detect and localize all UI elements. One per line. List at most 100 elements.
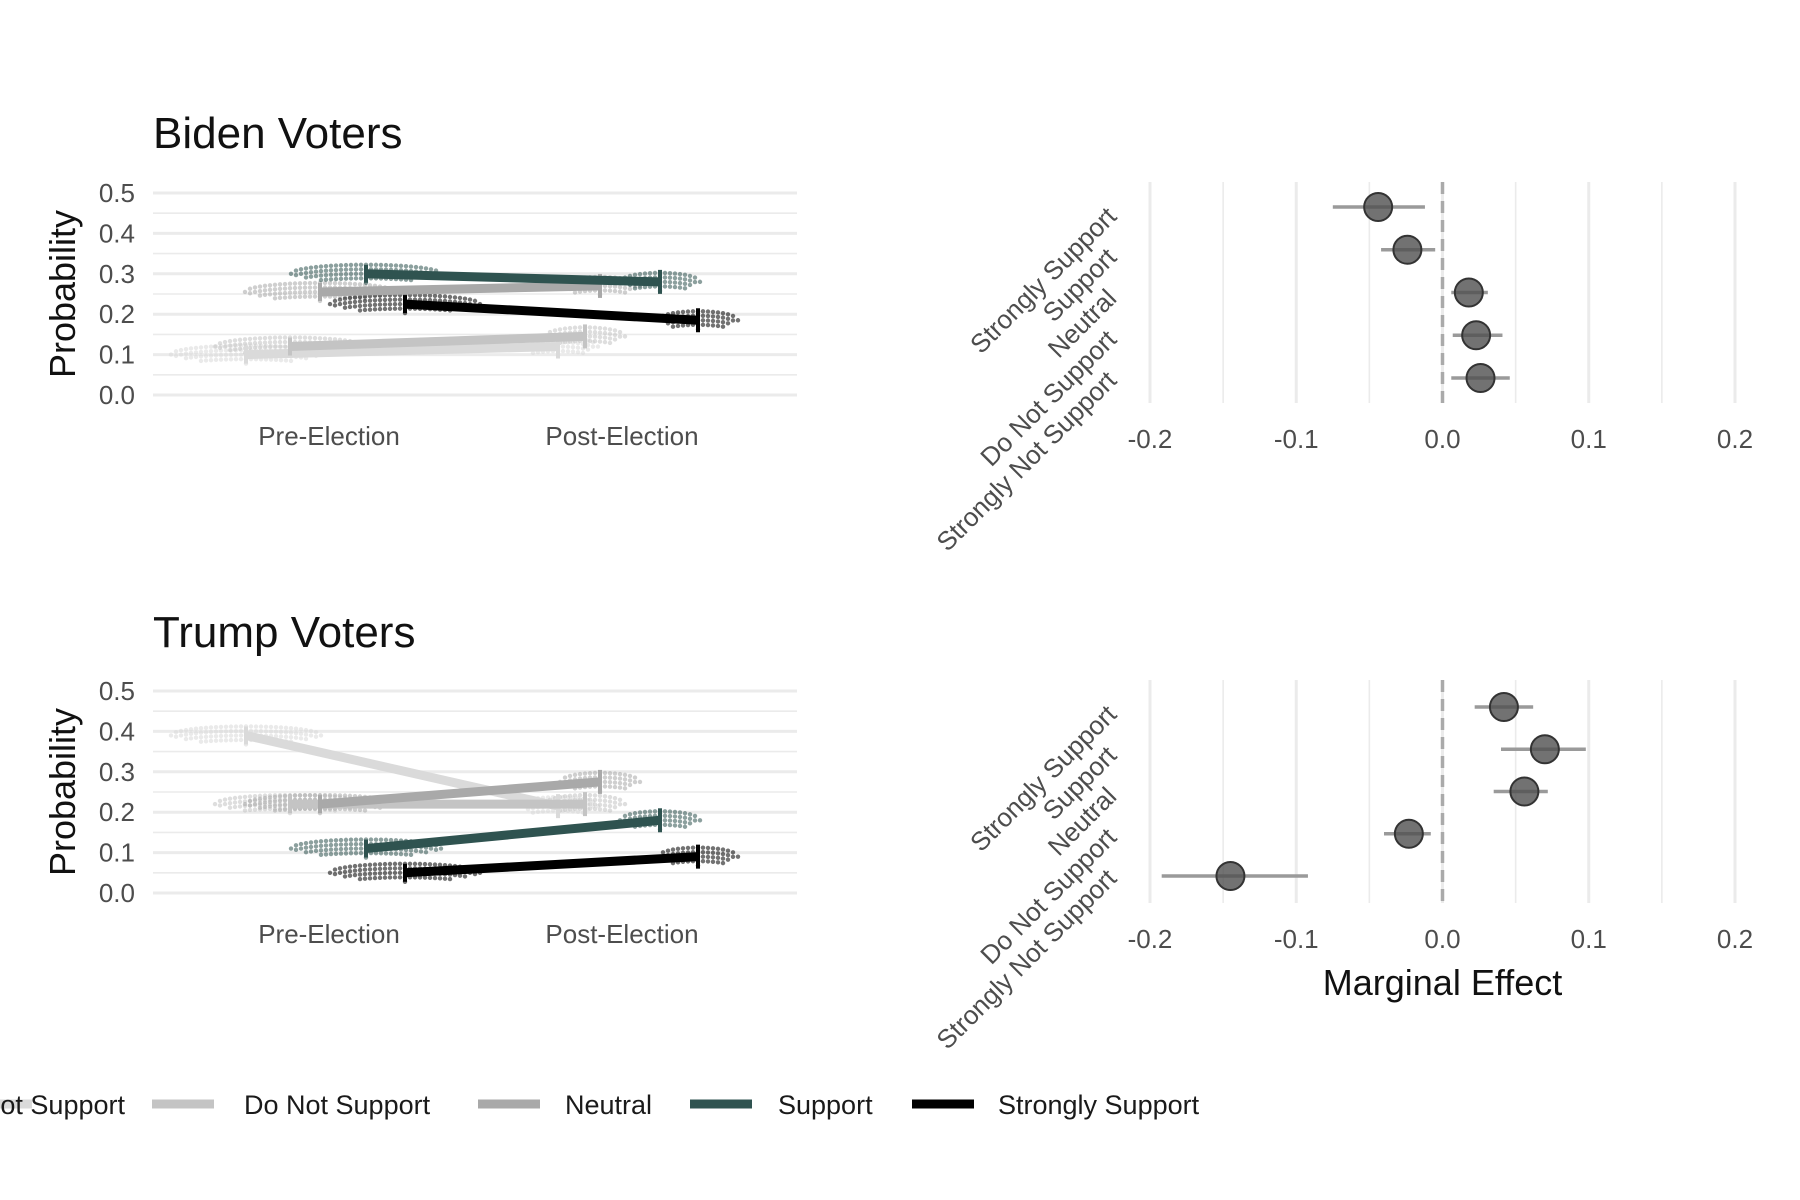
posterior-draw [367, 867, 373, 872]
posterior-draw [607, 288, 613, 293]
posterior-draw [667, 822, 673, 828]
posterior-draw [242, 794, 248, 800]
posterior-draw [725, 852, 731, 858]
posterior-draw [332, 280, 338, 286]
posterior-draw [587, 329, 593, 335]
posterior-draw [705, 309, 711, 314]
posterior-draw [223, 733, 229, 738]
posterior-draw [193, 350, 199, 355]
posterior-draw [348, 267, 354, 272]
category-label-strongly-not-support: Strongly Not Support [930, 364, 1122, 556]
posterior-draw [307, 289, 313, 295]
posterior-draw [188, 355, 194, 360]
posterior-draw [222, 797, 228, 802]
posterior-draw [242, 337, 248, 342]
posterior-draw [238, 728, 244, 734]
posterior-draw [168, 352, 174, 357]
posterior-draw [540, 809, 546, 814]
posterior-draw [213, 738, 219, 743]
posterior-draw [622, 334, 628, 339]
posterior-draw [602, 779, 608, 785]
posterior-draw [242, 808, 248, 813]
posterior-draw [253, 728, 259, 734]
posterior-draw [282, 339, 288, 345]
posterior-draw [377, 306, 383, 312]
posterior-draw [387, 302, 393, 307]
y-tick-label: 0.5 [99, 676, 135, 706]
posterior-draw [183, 727, 189, 733]
posterior-draw [323, 852, 329, 857]
posterior-draw [457, 873, 463, 878]
posterior-draw [262, 800, 268, 805]
posterior-draw [720, 847, 726, 852]
posterior-draw [352, 281, 358, 287]
posterior-draw [710, 850, 716, 855]
posterior-draw [247, 341, 253, 346]
posterior-draw [338, 851, 344, 856]
posterior-draw [298, 267, 304, 272]
posterior-draw [612, 804, 618, 810]
posterior-draw [720, 315, 726, 320]
posterior-draw [397, 301, 403, 307]
posterior-draw [333, 838, 339, 843]
posterior-draw [575, 345, 581, 350]
posterior-draw [725, 857, 731, 862]
posterior-draw [348, 271, 354, 277]
posterior-draw [307, 294, 313, 299]
posterior-draw [223, 348, 229, 353]
estimate-point [1488, 692, 1519, 722]
posterior-draw [288, 846, 294, 851]
posterior-draw [617, 802, 623, 807]
posterior-draw [173, 349, 179, 354]
posterior-draw [372, 871, 378, 876]
posterior-draw [632, 775, 638, 780]
posterior-draw [710, 846, 716, 851]
posterior-draw [322, 280, 328, 286]
posterior-draw [368, 262, 374, 268]
posterior-draw [293, 847, 299, 853]
posterior-draw [720, 860, 726, 866]
posterior-draw [377, 302, 383, 307]
posterior-draw [417, 861, 423, 867]
posterior-draw [188, 731, 194, 737]
posterior-draw [292, 281, 298, 286]
posterior-draw [208, 344, 214, 349]
posterior-draw [233, 356, 239, 362]
estimate-point [1509, 776, 1540, 807]
x-axis-title: Marginal Effect [1323, 962, 1562, 1003]
posterior-draw [682, 820, 688, 825]
posterior-draw [652, 270, 658, 276]
posterior-draw [228, 724, 234, 729]
posterior-draw [218, 352, 224, 358]
posterior-draw [268, 724, 274, 730]
posterior-draw [308, 728, 314, 734]
posterior-draw [358, 850, 364, 856]
posterior-draw [662, 818, 668, 823]
posterior-draw [347, 304, 353, 310]
posterior-draw [318, 843, 324, 849]
posterior-draw [622, 772, 628, 778]
posterior-draw [432, 875, 438, 881]
posterior-draw [602, 288, 608, 293]
posterior-draw [318, 733, 324, 738]
posterior-draw [692, 813, 698, 819]
posterior-draw [257, 336, 263, 341]
posterior-draw [203, 349, 209, 354]
y-tick-label: 0.1 [99, 838, 135, 868]
posterior-draw [602, 784, 608, 789]
posterior-draw [333, 851, 339, 857]
posterior-draw [338, 846, 344, 852]
posterior-draw [437, 293, 443, 299]
posterior-draw [607, 327, 613, 332]
posterior-draw [282, 286, 288, 291]
posterior-draw [238, 724, 244, 729]
posterior-draw [612, 780, 618, 785]
posterior-draw [372, 298, 378, 303]
posterior-draw [377, 866, 383, 872]
posterior-draw [382, 297, 388, 303]
posterior-draw [242, 289, 248, 295]
posterior-draw [323, 843, 329, 848]
posterior-draw [272, 344, 278, 349]
posterior-draw [208, 357, 214, 363]
posterior-draw [342, 305, 348, 310]
